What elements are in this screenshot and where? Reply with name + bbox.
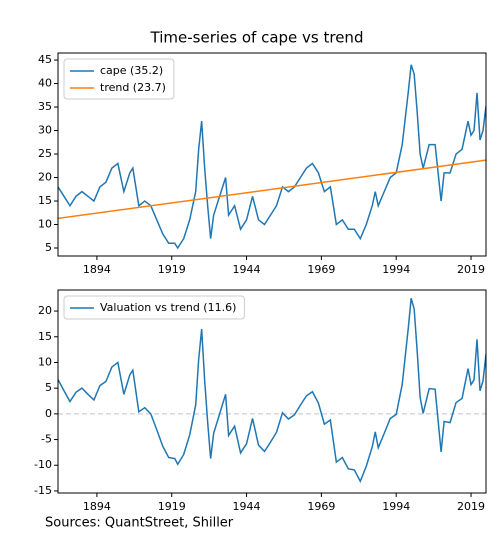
y-tick-label: 15 xyxy=(38,194,52,207)
legend-label: cape (35.2) xyxy=(100,64,163,77)
series-line xyxy=(58,64,486,250)
x-tick-label: 1894 xyxy=(83,263,111,276)
y-tick-label: 35 xyxy=(38,100,52,113)
y-tick-label: -10 xyxy=(34,458,52,471)
y-tick-label: 0 xyxy=(45,407,52,420)
y-tick-label: 5 xyxy=(45,241,52,254)
axes-frame xyxy=(57,289,487,494)
x-tick-label: 2019 xyxy=(457,263,485,276)
y-tick-label: 20 xyxy=(38,171,52,184)
axes-frame xyxy=(57,52,487,257)
x-tick-label: 1994 xyxy=(382,500,410,513)
x-tick-label: 1944 xyxy=(233,500,261,513)
chart-title: Time-series of cape vs trend xyxy=(150,29,364,47)
series-line xyxy=(58,159,486,220)
y-tick-label: 45 xyxy=(38,53,52,66)
y-tick-label: 15 xyxy=(38,330,52,343)
y-tick-label: 30 xyxy=(38,124,52,137)
legend-box xyxy=(63,295,245,320)
y-tick-label: -5 xyxy=(41,433,52,446)
legend-label: Valuation vs trend (11.6) xyxy=(100,301,236,314)
source-note: Sources: QuantStreet, Shiller xyxy=(45,516,234,531)
x-tick-label: 1894 xyxy=(83,500,111,513)
x-tick-label: 1969 xyxy=(307,263,335,276)
x-tick-label: 1994 xyxy=(382,263,410,276)
legend-label: trend (23.7) xyxy=(100,81,166,94)
y-tick-label: -15 xyxy=(34,484,52,497)
y-tick-label: 25 xyxy=(38,147,52,160)
y-tick-label: 40 xyxy=(38,77,52,90)
legend-box xyxy=(63,58,175,100)
series-line xyxy=(58,298,486,483)
y-tick-label: 10 xyxy=(38,218,52,231)
y-tick-label: 20 xyxy=(38,304,52,317)
y-tick-label: 5 xyxy=(45,381,52,394)
y-tick-label: 10 xyxy=(38,355,52,368)
x-tick-label: 1944 xyxy=(233,263,261,276)
x-tick-label: 2019 xyxy=(457,500,485,513)
x-tick-label: 1969 xyxy=(307,500,335,513)
x-tick-label: 1919 xyxy=(158,263,186,276)
x-tick-label: 1919 xyxy=(158,500,186,513)
